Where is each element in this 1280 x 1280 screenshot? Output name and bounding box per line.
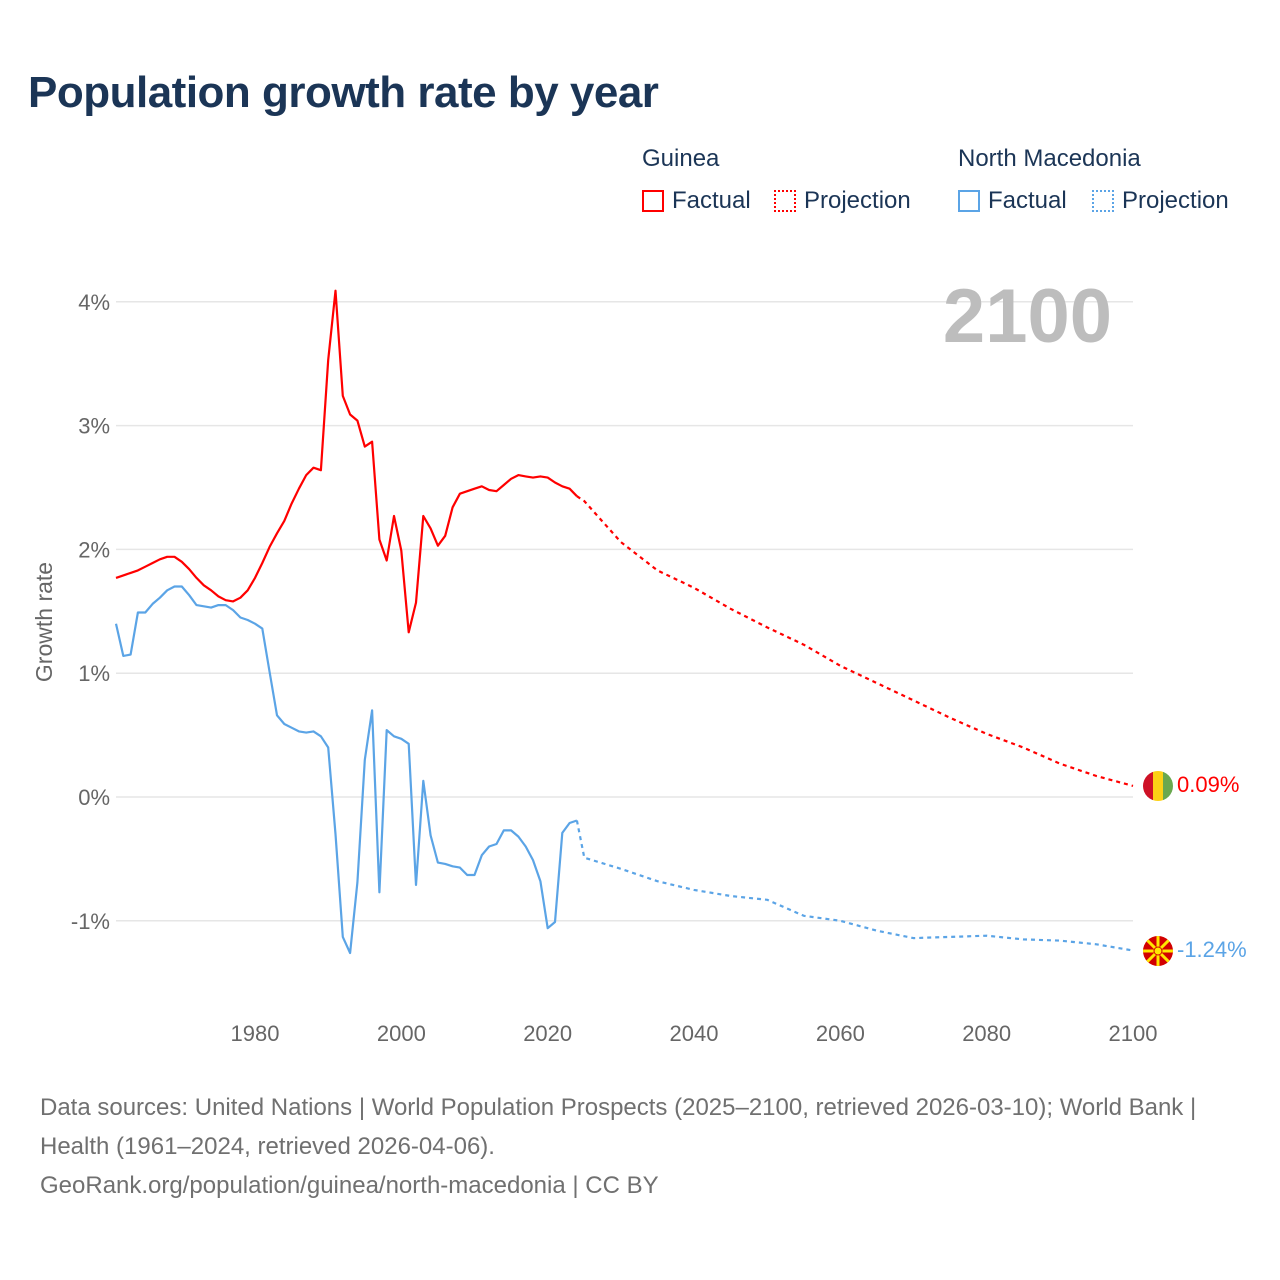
y-tick-label: 0% [78,785,110,810]
north-macedonia-flag-icon [1143,936,1173,966]
series-line-north-macedonia-projection [575,820,1134,952]
y-tick-label: -1% [71,909,110,934]
legend-label: Projection [1122,187,1229,214]
x-tick-label: 2080 [962,1021,1011,1046]
north-macedonia-end-value-label: -1.24% [1177,937,1247,962]
series-lines [114,289,1134,955]
series-line-north-macedonia-factual [114,585,578,955]
series-line-guinea-factual [115,289,578,634]
current-year-label: 2100 [943,274,1112,359]
legend-country-label: North Macedonia [958,145,1141,172]
y-tick-label: 1% [78,661,110,686]
legend-label: Factual [672,187,751,214]
y-tick-label: 4% [78,290,110,315]
chart-title: Population growth rate by year [28,68,659,117]
legend-swatch-dotted [774,190,796,212]
x-axis-ticks: 1980 2000 2020 2040 2060 2080 2100 [231,1021,1158,1046]
legend-country-label: Guinea [642,145,720,172]
y-axis-label: Growth rate [31,562,57,682]
series-line-guinea-projection [576,495,1134,787]
x-tick-label: 2060 [816,1021,865,1046]
legend-north-macedonia-factual[interactable]: Factual [958,187,1067,215]
y-tick-label: 3% [78,414,110,439]
guinea-flag-icon [1143,771,1173,801]
attribution-link[interactable]: GeoRank.org/population/guinea/north-mace… [40,1172,659,1199]
x-tick-label: 2020 [523,1021,572,1046]
legend-guinea-factual[interactable]: Factual [642,187,751,215]
legend-north-macedonia-projection[interactable]: Projection [1092,187,1229,215]
x-tick-label: 2100 [1109,1021,1158,1046]
legend-label: Factual [988,187,1067,214]
legend-label: Projection [804,187,911,214]
source-note: Data sources: United Nations | World Pop… [40,1088,1240,1205]
y-tick-label: 2% [78,537,110,562]
x-tick-label: 2040 [670,1021,719,1046]
legend-swatch-dotted [1092,190,1114,212]
x-tick-label: 1980 [231,1021,280,1046]
x-tick-label: 2000 [377,1021,426,1046]
y-axis-ticks: -1% 0% 1% 2% 3% 4% [71,290,110,934]
data-sources-text: Data sources: United Nations | World Pop… [40,1094,1197,1160]
legend-swatch-solid [642,190,664,212]
legend-guinea-projection[interactable]: Projection [774,187,911,215]
gridlines [116,301,1133,922]
guinea-end-value-label: 0.09% [1177,772,1239,797]
legend-swatch-solid [958,190,980,212]
